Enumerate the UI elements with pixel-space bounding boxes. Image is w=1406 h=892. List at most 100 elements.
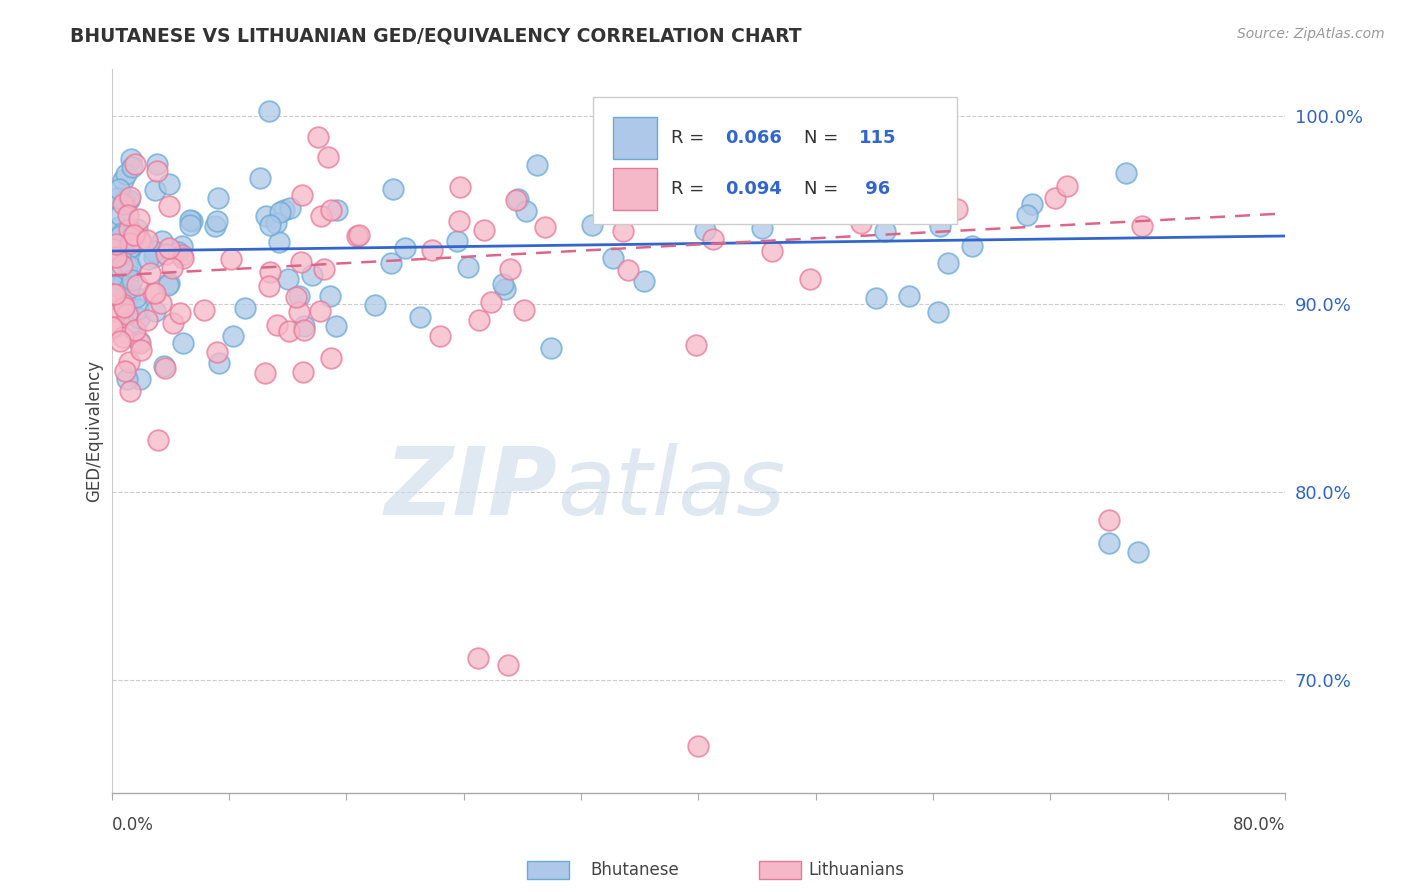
Point — [1098, 535, 1121, 549]
Point — [897, 289, 920, 303]
Point — [1043, 191, 1066, 205]
Point — [124, 156, 146, 170]
Point — [170, 248, 193, 262]
Point — [112, 197, 135, 211]
Point — [139, 267, 162, 281]
Point — [120, 260, 142, 274]
Point — [179, 218, 201, 232]
Point — [290, 188, 312, 202]
Point — [612, 224, 634, 238]
Point — [117, 304, 139, 318]
Point — [114, 194, 136, 208]
Text: 0.094: 0.094 — [725, 180, 782, 198]
Point — [172, 335, 194, 350]
Point — [108, 248, 131, 262]
Point — [157, 241, 180, 255]
Point — [446, 234, 468, 248]
Text: R =: R = — [672, 129, 710, 147]
Y-axis label: GED/Equivalency: GED/Equivalency — [86, 359, 103, 502]
Point — [526, 157, 548, 171]
Point — [105, 304, 128, 318]
Point — [118, 221, 141, 235]
Point — [110, 264, 132, 278]
Point — [205, 344, 228, 359]
Point — [115, 372, 138, 386]
Point — [1098, 513, 1121, 527]
Point — [115, 259, 138, 273]
Point — [121, 273, 143, 287]
Point — [420, 243, 443, 257]
Point — [685, 338, 707, 352]
Point — [179, 213, 201, 227]
Point — [129, 372, 152, 386]
Point — [927, 305, 949, 319]
Point — [120, 384, 142, 399]
Text: N =: N = — [804, 129, 844, 147]
Point — [249, 170, 271, 185]
Point — [702, 232, 724, 246]
Point — [494, 282, 516, 296]
Point — [257, 279, 280, 293]
Point — [153, 359, 176, 373]
Point — [873, 224, 896, 238]
Point — [264, 216, 287, 230]
Point — [142, 285, 165, 300]
Point — [162, 316, 184, 330]
Point — [468, 312, 491, 326]
Point — [101, 320, 124, 334]
Point — [540, 341, 562, 355]
Point — [136, 233, 159, 247]
Point — [125, 290, 148, 304]
FancyBboxPatch shape — [593, 97, 956, 224]
Point — [946, 202, 969, 216]
Point — [364, 298, 387, 312]
Point — [122, 227, 145, 242]
Point — [267, 235, 290, 249]
Point — [515, 204, 537, 219]
Point — [269, 205, 291, 219]
Point — [118, 281, 141, 295]
Text: BHUTANESE VS LITHUANIAN GED/EQUIVALENCY CORRELATION CHART: BHUTANESE VS LITHUANIAN GED/EQUIVALENCY … — [70, 27, 801, 45]
Point — [111, 297, 134, 311]
Point — [101, 287, 124, 301]
Point — [479, 295, 502, 310]
Point — [127, 302, 149, 317]
Point — [222, 328, 245, 343]
Point — [960, 239, 983, 253]
Point — [112, 330, 135, 344]
Point — [136, 313, 159, 327]
Point — [150, 296, 173, 310]
Point — [172, 251, 194, 265]
Point — [107, 182, 129, 196]
Point — [157, 278, 180, 293]
Point — [142, 250, 165, 264]
Point — [193, 303, 215, 318]
Point — [496, 658, 519, 673]
Bar — [613, 168, 658, 210]
Text: Source: ZipAtlas.com: Source: ZipAtlas.com — [1237, 27, 1385, 41]
Text: 96: 96 — [859, 180, 890, 198]
Point — [117, 273, 139, 287]
Text: R =: R = — [672, 180, 710, 198]
Point — [1130, 219, 1153, 233]
Point — [1128, 545, 1150, 559]
Point — [108, 249, 131, 263]
Point — [278, 201, 301, 215]
Point — [117, 208, 139, 222]
Text: 0.0%: 0.0% — [111, 815, 153, 833]
Point — [118, 236, 141, 251]
Point — [259, 218, 281, 232]
Point — [314, 262, 336, 277]
Point — [602, 252, 624, 266]
Point — [112, 193, 135, 207]
Point — [492, 277, 515, 291]
Point — [128, 334, 150, 348]
Point — [273, 202, 295, 217]
Point — [114, 364, 136, 378]
Point — [865, 291, 887, 305]
Point — [761, 244, 783, 259]
Point — [581, 219, 603, 233]
Point — [1021, 197, 1043, 211]
Point — [1056, 178, 1078, 193]
Point — [346, 228, 368, 243]
